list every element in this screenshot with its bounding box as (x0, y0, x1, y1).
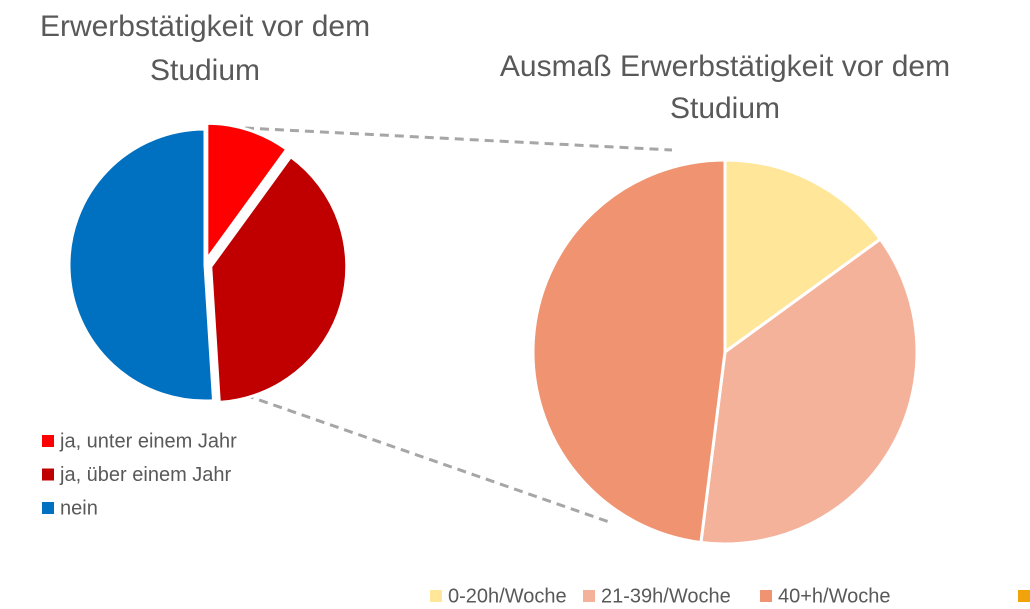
legend-label: 40+h/Woche (778, 585, 891, 607)
pie-slice (531, 158, 727, 545)
legend-label: ja, unter einem Jahr (59, 430, 237, 452)
chart-title: Erwerbstätigkeit vor dem Studium (40, 10, 370, 87)
legend-label: 21-39h/Woche (601, 585, 731, 607)
pie-slice (699, 237, 919, 546)
legend-swatch (430, 590, 442, 602)
connector (244, 393, 613, 525)
legend-swatch (42, 435, 54, 447)
legend-swatch (42, 502, 54, 514)
legend-swatch (1018, 590, 1030, 602)
legend-label: ja, über einem Jahr (59, 464, 232, 486)
pie-slice (67, 127, 216, 403)
pie-slice (209, 154, 349, 404)
pie-slice (723, 158, 883, 355)
chart-title: Ausmaß Erwerbstätigkeit vor dem Studium (500, 50, 950, 125)
pie-slice (205, 121, 289, 264)
legend-swatch (583, 590, 595, 602)
legend-swatch (42, 468, 54, 481)
connector (244, 126, 673, 152)
legend-label: nein (60, 497, 98, 519)
legend-swatch (760, 590, 772, 602)
legend-label: 0-20h/Woche (448, 585, 567, 607)
